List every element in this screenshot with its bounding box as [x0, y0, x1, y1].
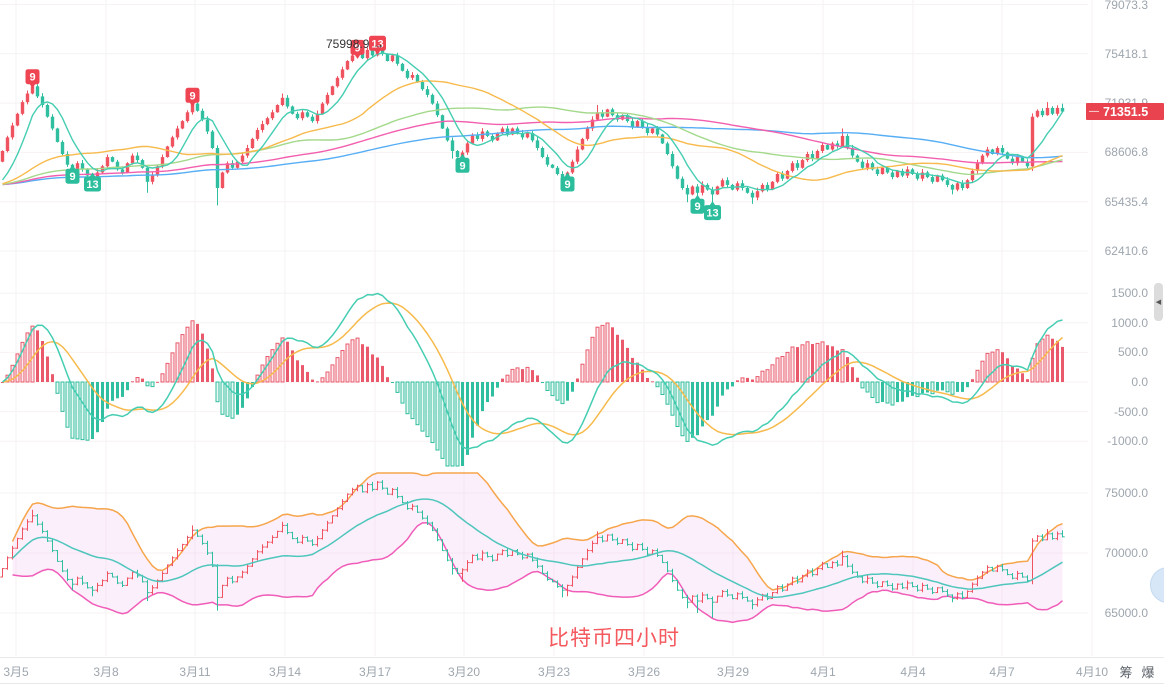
- svg-text:9: 9: [69, 171, 75, 183]
- td-badge-13-top: 13: [369, 35, 386, 55]
- price-tick-label: 68606.8: [1104, 145, 1148, 160]
- svg-text:9: 9: [564, 179, 570, 191]
- axis-top-divider: [0, 657, 1164, 658]
- price-tick-label: 62410.6: [1104, 244, 1148, 258]
- x-axis-label: 4月10: [1075, 665, 1109, 679]
- ma-line-60: [2, 106, 1063, 185]
- svg-text:9: 9: [189, 90, 195, 102]
- dif-line: [2, 292, 1063, 450]
- ma-line-120: [2, 125, 1063, 186]
- macd-tick-label: 0.0: [1131, 375, 1148, 389]
- td-badge-9-bottom: 9: [455, 153, 470, 173]
- svg-text:9: 9: [354, 42, 360, 54]
- price-panel[interactable]: 9 9 13 9 9 13 9 9 9 13: [0, 35, 1065, 221]
- period-high-value: 75998.9: [326, 37, 370, 51]
- annotation-arrow-icon: →: [372, 37, 385, 51]
- price-tick-label: 65435.4: [1104, 194, 1148, 209]
- boll-mid-line: [11, 498, 1063, 599]
- td-badge-13-bottom: 13: [84, 172, 101, 192]
- liquidation-button[interactable]: 爆: [1141, 665, 1155, 680]
- boll-tick-label: 65000.0: [1104, 606, 1148, 620]
- boll-panel[interactable]: [0, 472, 1065, 624]
- svg-text:13: 13: [371, 38, 383, 50]
- td-badge-9-top: 9: [350, 39, 365, 59]
- td-badge-9-bottom: 9: [65, 164, 80, 184]
- svg-text:13: 13: [86, 179, 98, 191]
- x-axis-label: 3月23: [537, 665, 571, 679]
- price-tick-label: 75418.1: [1104, 46, 1148, 61]
- x-axis-label: 3月5: [3, 665, 29, 679]
- td-badge-9-bottom: 9: [690, 194, 705, 214]
- price-tag-value: 71351.5: [1103, 104, 1149, 119]
- svg-text:9: 9: [694, 201, 700, 213]
- x-axis-label: 4月4: [900, 665, 926, 679]
- macd-tick-label: 500.0: [1117, 345, 1148, 360]
- macd-panel[interactable]: [1, 292, 1064, 467]
- x-axis-label: 4月7: [989, 665, 1015, 679]
- ma-line-7: [1, 52, 1064, 191]
- collapse-panel-handle[interactable]: ◀: [1154, 283, 1163, 321]
- x-axis-label: 3月26: [627, 665, 661, 679]
- td-badge-9-bottom: 9: [560, 172, 575, 192]
- boll-band-fill: [12, 473, 1063, 623]
- price-tick-label: 79073.3: [1104, 0, 1148, 12]
- x-axis-label: 3月8: [93, 665, 119, 679]
- ma-line-90: [2, 117, 1063, 186]
- watermark-title: 比特币四小时: [548, 627, 680, 650]
- last-price-tag: — 71351.5: [1086, 103, 1164, 120]
- x-axis-label: 4月1: [810, 665, 836, 679]
- chevron-left-icon: ◀: [1155, 299, 1162, 306]
- kline-multi-panel-chart[interactable]: 9 9 13 9 9 13 9 9 9 13: [0, 0, 1164, 658]
- axis-bottom-divider: [0, 683, 1164, 684]
- td-badge-9-top: 9: [25, 69, 40, 89]
- x-axis-label: 3月29: [716, 665, 750, 679]
- svg-text:9: 9: [459, 160, 465, 172]
- dea-line: [2, 302, 1063, 436]
- x-axis-label: 3月20: [447, 665, 481, 679]
- boll-tick-label: 70000.0: [1104, 546, 1148, 560]
- boll-lower-line: [12, 522, 1063, 624]
- td-badge-9-top: 9: [185, 87, 200, 107]
- macd-tick-label: 1500.0: [1111, 286, 1148, 301]
- x-axis-label: 3月17: [358, 665, 392, 679]
- macd-tick-label: -1000.0: [1107, 434, 1148, 449]
- td-badge-13-bottom: 13: [704, 201, 721, 221]
- svg-text:9: 9: [29, 72, 35, 84]
- boll-tick-label: 75000.0: [1104, 486, 1148, 500]
- x-axis-label: 3月11: [179, 665, 211, 679]
- chips-distribution-button[interactable]: 筹: [1119, 665, 1133, 680]
- svg-text:13: 13: [706, 208, 718, 220]
- macd-tick-label: -500.0: [1113, 404, 1148, 419]
- macd-tick-label: 1000.0: [1111, 315, 1148, 330]
- x-axis-label: 3月14: [268, 665, 302, 679]
- price-tag-tick: —: [1089, 106, 1099, 117]
- period-high-annotation: 75998.9 →: [326, 37, 384, 51]
